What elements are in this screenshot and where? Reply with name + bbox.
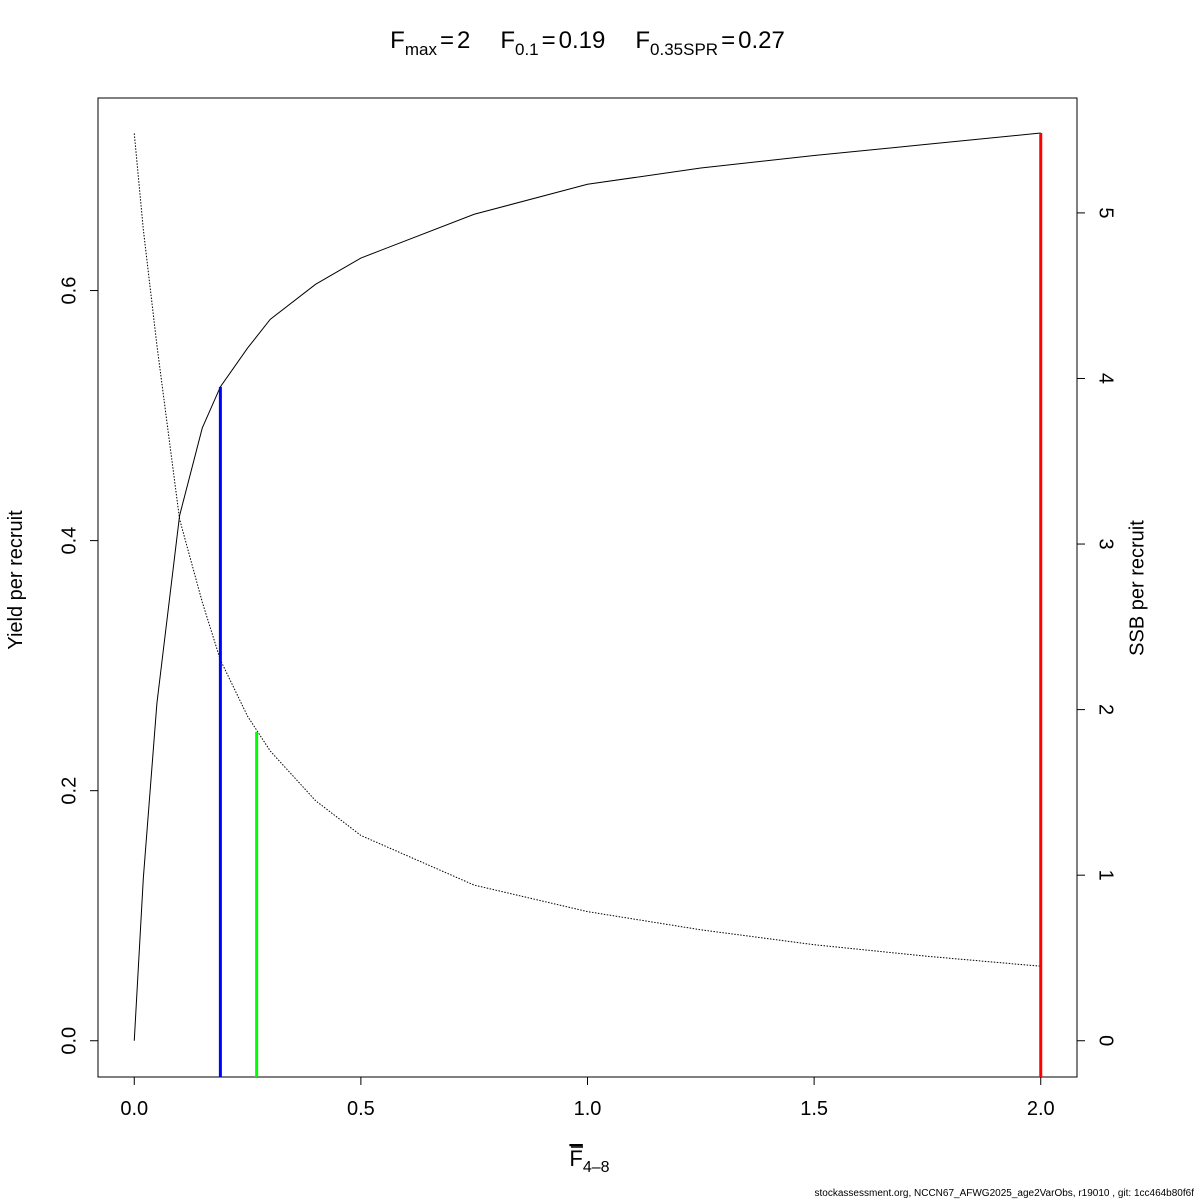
x-label-sub: 4–8 (583, 1159, 610, 1176)
x-tick-label: 1.5 (800, 1098, 828, 1120)
title-relation: = (440, 27, 454, 54)
y2-tick-label: 1 (1095, 870, 1117, 881)
footer: stockassessment.org, NCCN67_AFWG2025_age… (815, 1188, 1195, 1199)
title-value: 0.19 (559, 27, 606, 54)
y-tick-label: 0.6 (58, 277, 80, 305)
y-axis-label: Yield per recruit (5, 510, 27, 650)
plot-frame (97, 97, 1078, 1078)
y2-tick-label: 4 (1095, 373, 1117, 384)
title-subscript: 0.1 (515, 40, 539, 59)
y2-tick-label: 3 (1095, 538, 1117, 549)
y-tick-label: 0.4 (58, 527, 80, 555)
title-value: 0.27 (738, 27, 785, 54)
title-symbol: F (390, 27, 405, 54)
chart-title: Fmax = 2 F0.1 = 0.19 F0.35SPR = 0.27 (390, 27, 785, 59)
x-tick-label: 1.0 (574, 1098, 602, 1120)
x-tick-label: 0.0 (120, 1098, 148, 1120)
y2-tick-label: 0 (1095, 1035, 1117, 1046)
ssb-line (133, 133, 1041, 967)
y2-tick-label: 5 (1095, 207, 1117, 218)
x-label-main: F (569, 1146, 582, 1171)
x-axis-label: F4–8 (569, 1146, 609, 1176)
x-tick-label: 2.0 (1027, 1098, 1055, 1120)
y-tick-label: 0.0 (58, 1027, 80, 1055)
y2-tick-label: 2 (1095, 704, 1117, 715)
title-subscript: 0.35SPR (650, 40, 718, 59)
title-symbol: F (500, 27, 515, 54)
title-value: 2 (457, 27, 470, 54)
title-relation: = (542, 27, 556, 54)
title-relation: = (721, 27, 735, 54)
title-subscript: max (405, 40, 438, 59)
yield-line (133, 132, 1041, 1041)
x-tick-label: 0.5 (347, 1098, 375, 1120)
title-symbol: F (635, 27, 650, 54)
y2-axis-label: SSB per recruit (1126, 520, 1148, 656)
y-tick-label: 0.2 (58, 777, 80, 805)
